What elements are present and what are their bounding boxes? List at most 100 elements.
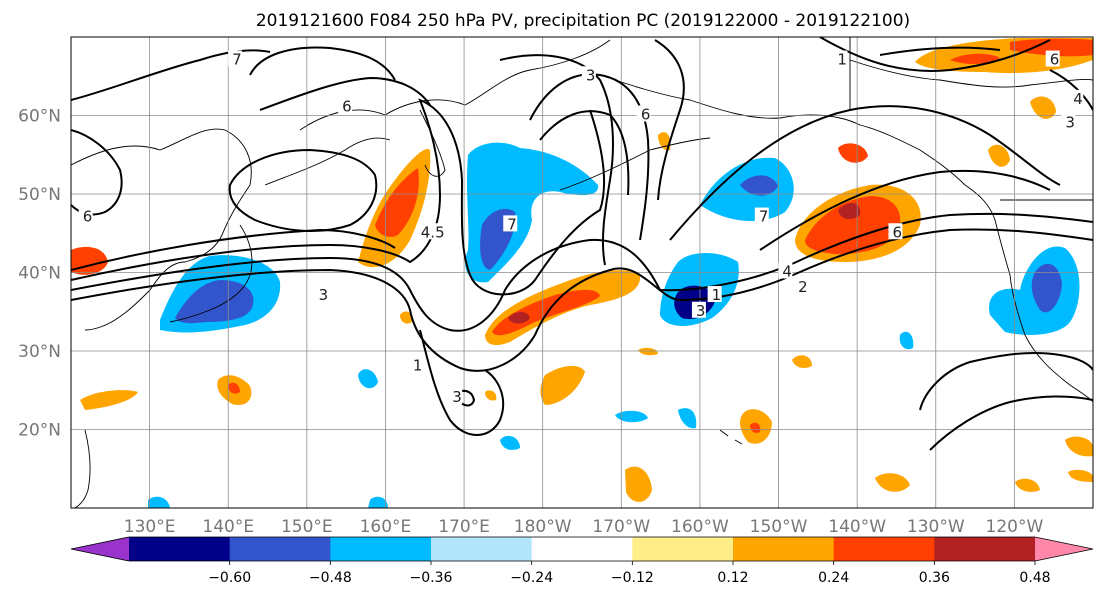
map-title: 2019121600 F084 250 hPa PV, precipitatio… <box>256 11 910 31</box>
positive-blob-gulf-alaska-core <box>805 196 901 255</box>
lon-tick-label: 130°E <box>124 517 176 537</box>
pv-contour-label: 6 <box>1050 51 1060 69</box>
positive-blob-subtropic-9 <box>1068 469 1093 482</box>
positive-blob-gulf-alaska-dark <box>838 203 861 220</box>
pv-contour-east-5 <box>879 46 1001 56</box>
colorbar-segment <box>833 537 935 561</box>
colorbar-tick-label: 0.48 <box>1019 570 1050 586</box>
coastlines <box>71 37 1093 508</box>
pv-contour-label: 3 <box>586 66 596 84</box>
canada-coast <box>964 184 1093 403</box>
positive-blob-small-d <box>638 347 658 356</box>
pv-contour-label: 4 <box>1073 90 1083 108</box>
pv-contour-label: 6 <box>892 223 902 241</box>
colorbar-segment <box>431 537 533 561</box>
positive-blob-north-pacific-core <box>492 289 600 336</box>
pv-contour-jet-3 <box>71 98 606 296</box>
okhotsk-coast <box>264 137 391 186</box>
asia-coast <box>71 128 252 331</box>
pv-contour-label: 4.5 <box>421 223 445 241</box>
colorbar-tick-label: 0.12 <box>717 570 748 586</box>
contour-label-bg <box>448 388 463 405</box>
pv-contour-loop-4 <box>529 73 650 241</box>
colorbar-tick-label: −0.36 <box>410 570 453 586</box>
pv-contour-east-4 <box>819 37 1051 72</box>
contour-label-bg <box>754 207 769 224</box>
colorbar-tick-label: 0.24 <box>818 570 849 586</box>
lat-tick-label: 20°N <box>18 421 61 441</box>
pv-contours <box>71 37 1093 451</box>
contour-label-bg <box>1045 50 1060 67</box>
negative-blob-gulf-core <box>740 175 778 196</box>
contour-label-bg <box>778 262 793 279</box>
kamchatka-coast <box>419 109 446 177</box>
pv-contour-label: 6 <box>641 106 651 124</box>
contour-label-bg <box>794 278 809 295</box>
colorbar-segment <box>129 537 231 561</box>
negative-blob-small-3 <box>615 410 648 423</box>
aleutian-chain <box>559 137 711 191</box>
pv-contour-label: 4 <box>782 263 792 281</box>
contour-label-bg <box>691 301 706 318</box>
contour-label-bg <box>338 97 353 114</box>
colorbar-segment <box>71 537 129 561</box>
philippines <box>74 429 91 508</box>
pv-contour-label: 1 <box>712 286 722 304</box>
lon-tick-label: 170°W <box>592 517 650 537</box>
lat-tick-label: 50°N <box>18 185 61 205</box>
lat-tick-label: 40°N <box>18 264 61 284</box>
siberia-coast <box>299 39 611 131</box>
pv-contour-trough-1 <box>419 329 505 436</box>
positive-blob-arctic-core <box>950 53 1000 64</box>
pv-contour-label: 3 <box>452 388 462 406</box>
positive-blob-subtropic-6 <box>875 473 910 492</box>
positive-blob-subtropic-5 <box>625 466 652 502</box>
precipitation-shading <box>71 38 1093 508</box>
colorbar-tick-label: 0.36 <box>919 570 950 586</box>
colorbar-segment <box>733 537 835 561</box>
pv-contour-ridge-2 <box>929 395 1093 451</box>
negative-blob-small-5 <box>500 435 520 450</box>
pv-contour-loop-2 <box>228 148 378 233</box>
lon-tick-label: 150°W <box>750 517 808 537</box>
colorbar-segment <box>1035 537 1093 561</box>
pv-contour-ridge-1 <box>919 351 1093 411</box>
positive-blob-subtropic-7 <box>1015 478 1040 492</box>
contour-label-bg <box>833 50 848 67</box>
negative-blob-small-2 <box>899 331 914 350</box>
lon-tick-label: 160°W <box>671 517 729 537</box>
positive-blob-okhotsk-core <box>375 168 419 237</box>
contour-label-bg <box>228 50 243 67</box>
pv-contour-east-2 <box>669 105 1061 241</box>
pv-contour-jet-4 <box>71 228 396 271</box>
positive-blob-subtropic-3 <box>540 365 585 405</box>
contour-label-bg <box>1069 89 1084 106</box>
contour-label-bg <box>707 286 722 303</box>
colorbar-segment <box>632 537 734 561</box>
lon-tick-label: 160°E <box>360 517 412 537</box>
positive-blob-canada-small <box>988 144 1010 167</box>
lon-tick-label: 130°W <box>907 517 965 537</box>
lon-tick-label: 120°W <box>986 517 1044 537</box>
contour-label-bg <box>408 356 423 373</box>
contour-label-bg <box>503 215 518 232</box>
pv-contour-label: 6 <box>83 208 93 226</box>
contour-label-bg <box>636 105 651 122</box>
negative-blob-japan-core <box>175 280 254 324</box>
colorbar-tick-label: −0.12 <box>611 570 654 586</box>
colorbar-segment <box>934 537 1036 561</box>
pv-contour-label: 7 <box>232 51 242 69</box>
contour-label-bg <box>78 207 93 224</box>
negative-blob-small-6 <box>148 496 170 508</box>
positive-blob-arctic-core-2 <box>1010 38 1093 57</box>
pv-contour-label: 2 <box>798 278 808 296</box>
positive-blob-subtropic-2 <box>80 390 138 410</box>
pv-contour-east-3 <box>759 169 1051 251</box>
positive-blob-subtropic-8 <box>1065 436 1093 457</box>
negative-blob-small-1 <box>358 369 378 389</box>
pv-contour-label: 7 <box>507 215 517 233</box>
lat-axis-labels: 20°N 30°N 40°N 50°N 60°N <box>18 107 61 441</box>
pv-contour-loop-5 <box>539 110 630 196</box>
